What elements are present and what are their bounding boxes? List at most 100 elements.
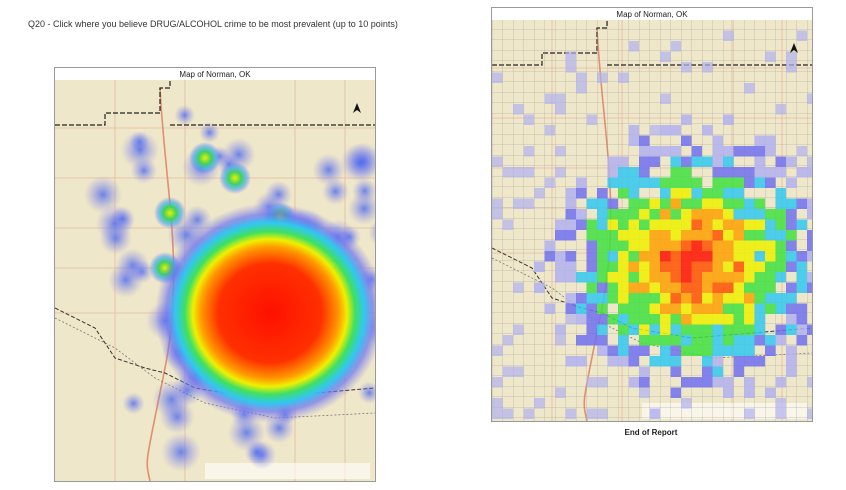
grid-cell <box>586 314 597 325</box>
grid-cell <box>628 177 639 188</box>
north-arrow <box>790 43 798 53</box>
grid-cell <box>586 198 597 209</box>
map-title: Map of Norman, OK <box>179 70 251 79</box>
grid-cell <box>618 324 629 335</box>
grid-cell <box>807 324 812 335</box>
grid-cell <box>565 356 576 367</box>
grid-cell <box>786 293 797 304</box>
grid-cell <box>649 219 660 230</box>
grid-cell <box>565 272 576 283</box>
grid-cell <box>691 293 702 304</box>
grid-cell <box>618 240 629 251</box>
grid-cell <box>555 230 566 241</box>
heat-layer <box>83 104 375 473</box>
grid-cell <box>649 335 660 346</box>
heat-blob <box>198 121 221 144</box>
grid-cell <box>681 198 692 209</box>
grid-cell <box>744 177 755 188</box>
grid-cell <box>702 282 713 293</box>
grid-cell <box>765 146 776 157</box>
grid-cell <box>607 177 618 188</box>
grid-cell <box>618 261 629 272</box>
grid-cell <box>492 156 503 167</box>
grid-cell <box>712 177 723 188</box>
grid-cell <box>660 219 671 230</box>
grid-cell <box>565 293 576 304</box>
grid-cell <box>754 293 765 304</box>
grid-cell <box>691 209 702 220</box>
grid-cell <box>723 146 734 157</box>
grid-cell <box>555 104 566 115</box>
grid-cell <box>807 156 812 167</box>
grid-cell <box>723 345 734 356</box>
grid-cell <box>660 240 671 251</box>
grid-cell <box>670 240 681 251</box>
heat-blob <box>368 220 375 245</box>
grid-cell <box>786 219 797 230</box>
grid-cell <box>639 272 650 283</box>
grid-cell <box>733 188 744 199</box>
grid-cell <box>775 261 786 272</box>
grid-cell <box>492 72 503 83</box>
grid-cell <box>702 293 713 304</box>
grid-cell <box>723 30 734 41</box>
grid-cell <box>744 146 755 157</box>
grid-cell <box>576 177 587 188</box>
grid-cell <box>649 251 660 262</box>
grid-cell <box>649 324 660 335</box>
grid-cell <box>754 240 765 251</box>
heat-blob <box>108 262 144 298</box>
heat-blob <box>219 162 251 194</box>
grid-cell <box>723 156 734 167</box>
grid-cell <box>765 135 776 146</box>
grid-cell <box>628 230 639 241</box>
grid-cell <box>597 251 608 262</box>
grid-cell <box>765 51 776 62</box>
grid-cell <box>681 156 692 167</box>
grid-cell <box>660 303 671 314</box>
grid-cell <box>681 303 692 314</box>
grid-cell <box>649 272 660 283</box>
grid-cell <box>670 345 681 356</box>
grid-cell <box>712 356 723 367</box>
grid-cell <box>754 335 765 346</box>
grid-cell <box>796 335 807 346</box>
heat-blob <box>339 142 375 183</box>
grid-cell <box>534 261 545 272</box>
grid-cell <box>733 282 744 293</box>
grid-cell <box>628 261 639 272</box>
grid-cell <box>712 324 723 335</box>
grid-cell <box>649 198 660 209</box>
grid-cell <box>607 230 618 241</box>
heat-blob <box>120 130 160 170</box>
grid-cell <box>670 209 681 220</box>
grid-cell <box>775 240 786 251</box>
grid-cell <box>628 251 639 262</box>
grid-cell <box>670 219 681 230</box>
grid-cell <box>786 366 797 377</box>
grid-cell <box>786 324 797 335</box>
grid-cell <box>660 314 671 325</box>
grid-cell <box>712 293 723 304</box>
grid-cell <box>702 125 713 136</box>
grid-cell <box>670 198 681 209</box>
grid-cell <box>597 209 608 220</box>
grid-cell <box>502 219 513 230</box>
grid-cell <box>492 377 503 388</box>
grid-cell <box>586 261 597 272</box>
grid-cell <box>796 146 807 157</box>
grid-cell <box>576 72 587 83</box>
grid-cell <box>586 114 597 125</box>
grid-cell <box>523 198 534 209</box>
grid-cell <box>681 230 692 241</box>
grid-cell <box>723 293 734 304</box>
grid-cell <box>649 146 660 157</box>
grid-cell <box>786 230 797 241</box>
grid-cell <box>639 209 650 220</box>
grid-cell <box>586 335 597 346</box>
grid-cell <box>765 177 776 188</box>
grid-cell <box>639 345 650 356</box>
grid-cell <box>628 198 639 209</box>
grid-cell <box>523 408 534 419</box>
grid-cell <box>597 72 608 83</box>
